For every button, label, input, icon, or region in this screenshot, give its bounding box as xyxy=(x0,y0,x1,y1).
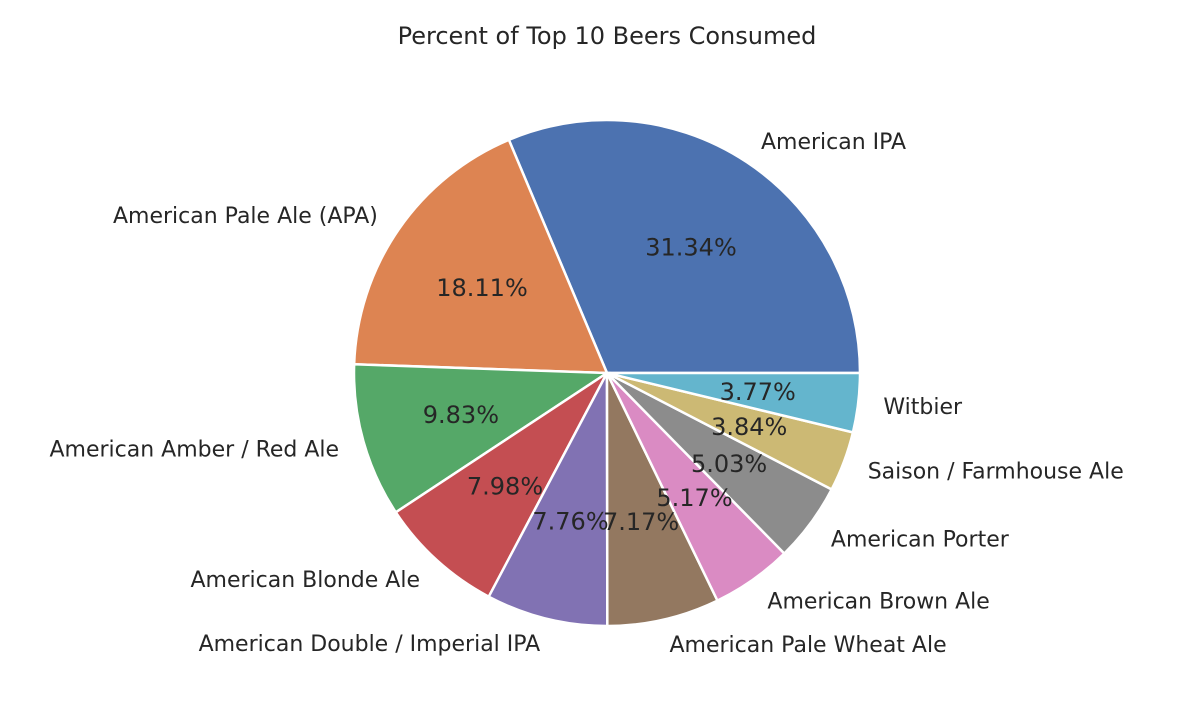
percentage-labels: 31.34% 18.11% 9.83% 7.98% 7.76%7.17%5.17% 5.0… xyxy=(423,234,796,536)
category-label-american-pale-ale-apa: American Pale Ale (APA) xyxy=(113,204,378,229)
category-label-american-pale-wheat-ale: American Pale Wheat Ale xyxy=(670,633,947,658)
category-label-witbier: Witbier xyxy=(883,395,963,420)
percentage-label-american-double-imperial-ipa: 7.76% xyxy=(532,507,608,535)
percentage-label-american-pale-ale-apa: 18.11% xyxy=(436,274,528,302)
pie-slice-american-blonde-ale xyxy=(394,371,609,599)
chart-title: Percent of Top 10 Beers Consumed xyxy=(398,22,817,50)
pie-slice-american-pale-wheat-ale xyxy=(605,372,720,628)
category-label-saison-farmhouse-ale: Saison / Farmhouse Ale xyxy=(868,459,1124,484)
category-label-american-amber-red-ale: American Amber / Red Ale xyxy=(49,437,339,462)
percentage-label-american-blonde-ale: 7.98% xyxy=(467,472,543,500)
percentage-label-american-pale-wheat-ale: 7.17% xyxy=(603,508,679,536)
pie-slices xyxy=(352,118,862,628)
pie-slice-american-amber-red-ale xyxy=(352,362,611,515)
percentage-label-american-brown-ale: 5.17% xyxy=(656,484,732,512)
pie-slice-american-double-imperial-ipa xyxy=(487,372,609,628)
category-label-american-double-imperial-ipa: American Double / Imperial IPA xyxy=(199,632,541,657)
category-label-american-blonde-ale: American Blonde Ale xyxy=(191,568,421,593)
category-label-american-ipa: American IPA xyxy=(761,130,906,155)
percentage-label-american-ipa: 31.34% xyxy=(645,234,737,262)
percentage-label-saison-farmhouse-ale: 3.84% xyxy=(711,413,787,441)
percentage-label-american-amber-red-ale: 9.83% xyxy=(423,401,499,429)
category-labels: American IPA American Pale Ale (APA) Ameri… xyxy=(49,130,1123,658)
percentage-label-american-porter: 5.03% xyxy=(691,450,767,478)
pie-slice-witbier xyxy=(606,371,862,434)
pie-slice-american-ipa xyxy=(507,118,862,375)
percentage-label-witbier: 3.77% xyxy=(720,378,796,406)
category-label-american-brown-ale: American Brown Ale xyxy=(767,589,989,614)
category-label-american-porter: American Porter xyxy=(831,527,1010,552)
pie-slice-american-pale-ale-apa xyxy=(352,138,609,375)
